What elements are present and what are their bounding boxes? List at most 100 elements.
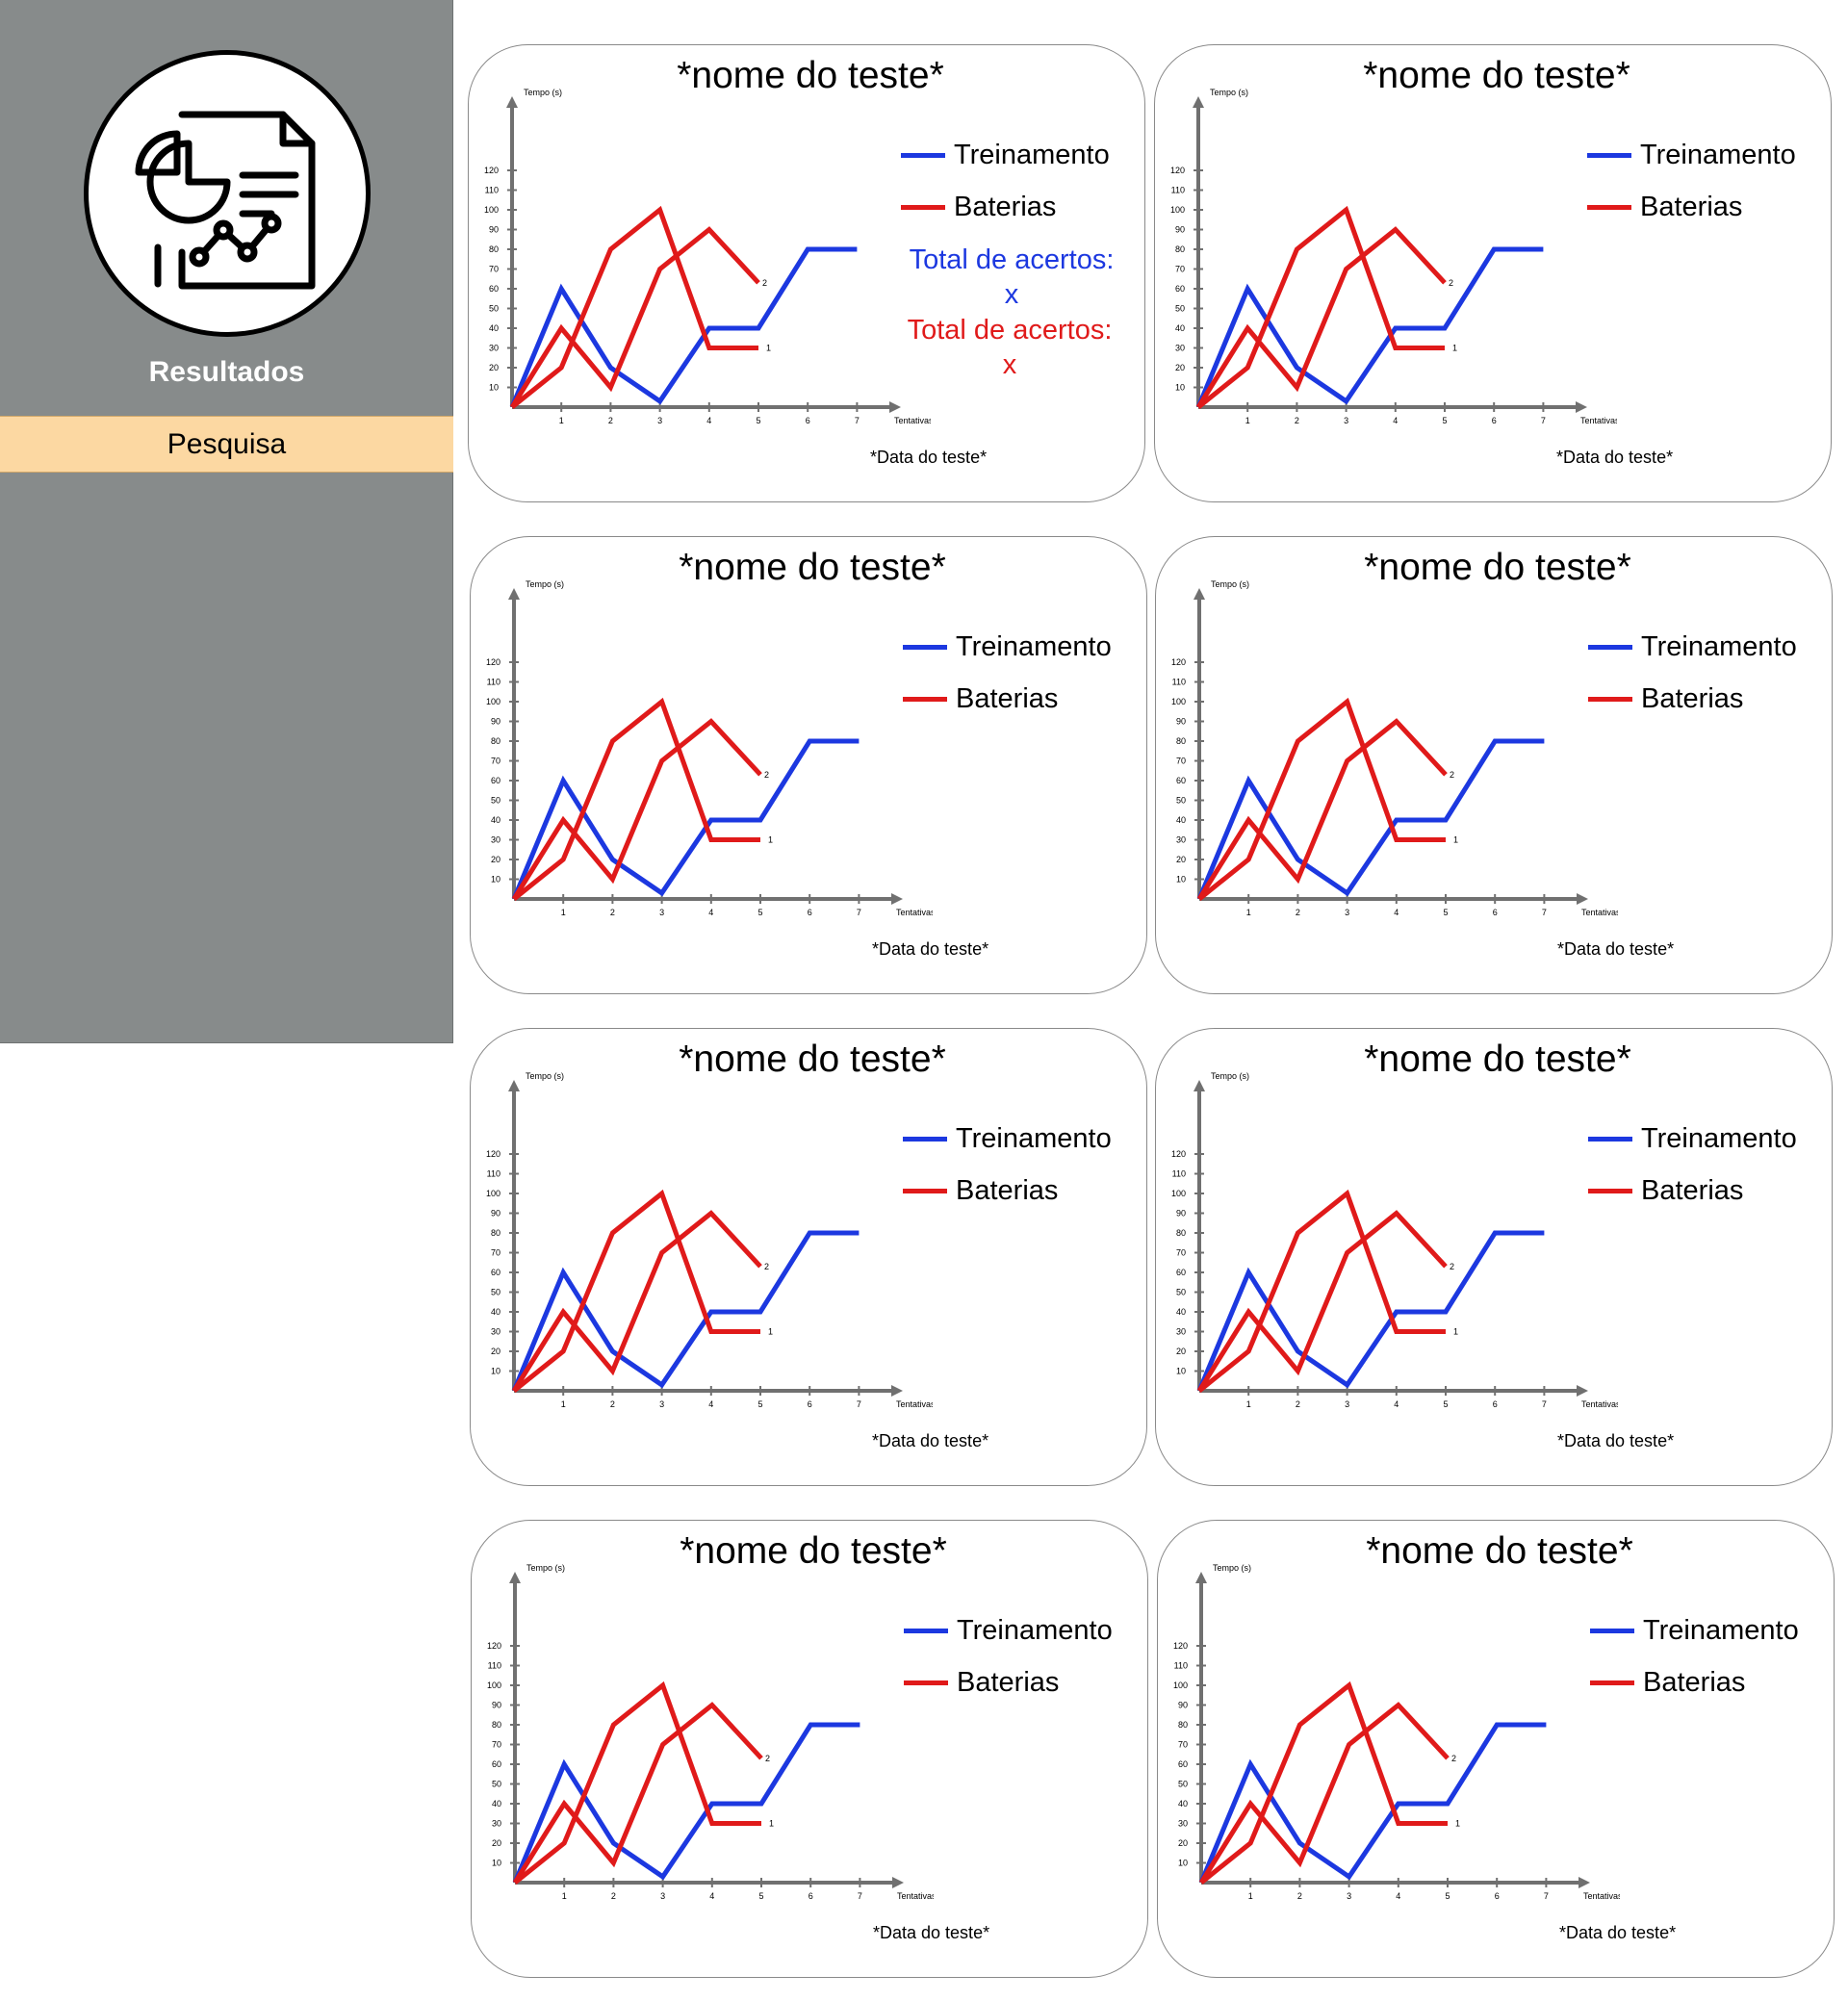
legend-label: Treinamento xyxy=(956,1123,1112,1154)
x-tick-label: 3 xyxy=(1345,908,1349,917)
legend-swatch xyxy=(901,205,945,210)
result-card[interactable]: *nome do teste* 10 20 30 40 50 60 70 80 90 100 110 1… xyxy=(1157,1520,1835,1978)
series-line-treinamento xyxy=(1196,738,1545,900)
legend-swatch xyxy=(904,1629,948,1633)
series-line-baterias-2 xyxy=(512,697,760,901)
y-tick-label: 60 xyxy=(1175,284,1185,294)
y-tick-label: 40 xyxy=(492,1799,501,1809)
legend-item-baterias: Baterias xyxy=(1588,1175,1743,1207)
y-axis-arrow xyxy=(1193,96,1204,108)
series-line-baterias-1 xyxy=(509,226,760,409)
y-tick-label: 100 xyxy=(486,1189,500,1198)
x-tick-label: 5 xyxy=(756,416,760,425)
sidebar-item-pesquisa[interactable]: Pesquisa xyxy=(0,416,453,473)
x-tick-label: 2 xyxy=(1296,1399,1300,1409)
series-line-baterias-1 xyxy=(1198,1702,1450,1885)
line-chart: 10 20 30 40 50 60 70 80 90 100 110 120 1 2 3 4 5 6 7 Tempo … xyxy=(1171,579,1618,917)
acertos-value: x xyxy=(1004,279,1019,310)
result-card[interactable]: *nome do teste* 10 20 30 40 50 60 70 80 90 100 110 1… xyxy=(470,536,1147,994)
y-tick-label: 120 xyxy=(484,166,499,175)
x-tick-label: 5 xyxy=(757,908,762,917)
y-tick-label: 70 xyxy=(1176,1248,1186,1258)
y-tick-label: 30 xyxy=(492,1819,501,1829)
card-title: *nome do teste* xyxy=(1364,547,1631,588)
legend-swatch xyxy=(903,1137,947,1142)
y-tick-label: 100 xyxy=(1171,1189,1186,1198)
y-tick-label: 80 xyxy=(489,244,499,254)
series-line-treinamento xyxy=(511,1230,860,1392)
series-end-label: 1 xyxy=(766,344,771,353)
x-axis-label: Tentativas xyxy=(1583,1891,1620,1901)
legend-swatch xyxy=(1587,205,1631,210)
card-title: *nome do teste* xyxy=(679,547,946,588)
x-tick-label: 6 xyxy=(806,416,810,425)
legend-item-treinamento: Treinamento xyxy=(1588,631,1797,663)
result-card[interactable]: *nome do teste* 10 20 30 40 50 60 70 80 90 100 110 1… xyxy=(471,1520,1148,1978)
series-end-label: 2 xyxy=(764,1262,769,1271)
series-line-baterias-1 xyxy=(511,1210,762,1393)
y-tick-label: 70 xyxy=(1178,1740,1188,1750)
y-tick-label: 120 xyxy=(487,1641,501,1651)
total-acertos-treinamento: Total de acertos: x xyxy=(901,243,1122,312)
x-tick-label: 2 xyxy=(608,416,613,425)
y-tick-label: 80 xyxy=(1176,736,1186,746)
sidebar-title: Resultados xyxy=(148,356,305,388)
line-chart: 10 20 30 40 50 60 70 80 90 100 110 120 1 2 3 4 5 6 7 Tempo … xyxy=(1171,1071,1618,1409)
result-card[interactable]: *nome do teste* 10 20 30 40 50 60 70 80 90 100 110 1… xyxy=(468,44,1145,502)
y-tick-label: 120 xyxy=(1170,166,1185,175)
card-title: *nome do teste* xyxy=(680,1530,947,1572)
x-tick-label: 5 xyxy=(757,1399,762,1409)
legend-item-baterias: Baterias xyxy=(903,1175,1058,1207)
card-date: *Data do teste* xyxy=(870,448,988,467)
series-line-baterias-1 xyxy=(512,1702,763,1885)
legend-item-treinamento: Treinamento xyxy=(904,1615,1113,1647)
series-end-label: 1 xyxy=(768,1327,773,1337)
x-tick-label: 3 xyxy=(659,908,664,917)
x-tick-label: 6 xyxy=(1495,1891,1500,1901)
result-card[interactable]: *nome do teste* 10 20 30 40 50 60 70 80 90 100 110 1… xyxy=(1155,1028,1833,1486)
y-tick-label: 120 xyxy=(1173,1641,1188,1651)
series-line-baterias-1 xyxy=(1195,226,1447,409)
y-tick-label: 90 xyxy=(1176,1209,1186,1219)
y-axis-label: Tempo (s) xyxy=(526,1563,565,1573)
y-axis-arrow xyxy=(506,96,518,108)
legend-label: Treinamento xyxy=(1643,1615,1799,1646)
y-tick-label: 70 xyxy=(491,1248,500,1258)
card-date: *Data do teste* xyxy=(873,1923,990,1942)
legend-item-baterias: Baterias xyxy=(1588,683,1743,715)
series-end-label: 1 xyxy=(1453,1327,1458,1337)
result-card[interactable]: *nome do teste* 10 20 30 40 50 60 70 80 90 100 110 1… xyxy=(1155,536,1833,994)
x-axis-label: Tentativas xyxy=(894,416,931,425)
x-tick-label: 3 xyxy=(1345,1399,1349,1409)
y-tick-label: 90 xyxy=(491,717,500,727)
y-tick-label: 40 xyxy=(491,1307,500,1317)
x-axis-label: Tentativas xyxy=(1581,1399,1618,1409)
legend-label: Baterias xyxy=(1641,683,1744,714)
x-tick-label: 1 xyxy=(1245,416,1250,425)
y-tick-label: 30 xyxy=(489,344,499,353)
y-tick-label: 60 xyxy=(492,1759,501,1769)
x-tick-label: 4 xyxy=(1393,416,1398,425)
series-line-baterias-2 xyxy=(510,205,758,409)
total-acertos-baterias: Total de acertos: x xyxy=(899,313,1120,382)
card-title: *nome do teste* xyxy=(679,1039,946,1080)
card-title: *nome do teste* xyxy=(1366,1530,1633,1572)
y-tick-label: 30 xyxy=(491,835,500,845)
result-card[interactable]: *nome do teste* 10 20 30 40 50 60 70 80 90 100 110 1… xyxy=(470,1028,1147,1486)
legend-swatch xyxy=(1588,1189,1632,1193)
y-tick-label: 110 xyxy=(1172,678,1186,687)
result-card[interactable]: *nome do teste* 10 20 30 40 50 60 70 80 90 100 110 1… xyxy=(1154,44,1832,502)
acertos-label: Total de acertos: xyxy=(909,244,1115,275)
y-axis-arrow xyxy=(1194,1080,1205,1091)
line-chart: 10 20 30 40 50 60 70 80 90 100 110 120 1 2 3 4 5 6 7 Tempo … xyxy=(486,579,933,917)
series-end-label: 2 xyxy=(762,278,767,288)
y-tick-label: 50 xyxy=(491,796,500,806)
legend-item-treinamento: Treinamento xyxy=(903,631,1112,663)
y-tick-label: 10 xyxy=(489,383,499,393)
legend-swatch xyxy=(1588,645,1632,650)
x-tick-label: 1 xyxy=(1246,908,1251,917)
y-tick-label: 110 xyxy=(488,1661,501,1671)
y-axis-arrow xyxy=(508,588,520,600)
y-tick-label: 20 xyxy=(1178,1838,1188,1848)
acertos-value: x xyxy=(1002,349,1017,380)
